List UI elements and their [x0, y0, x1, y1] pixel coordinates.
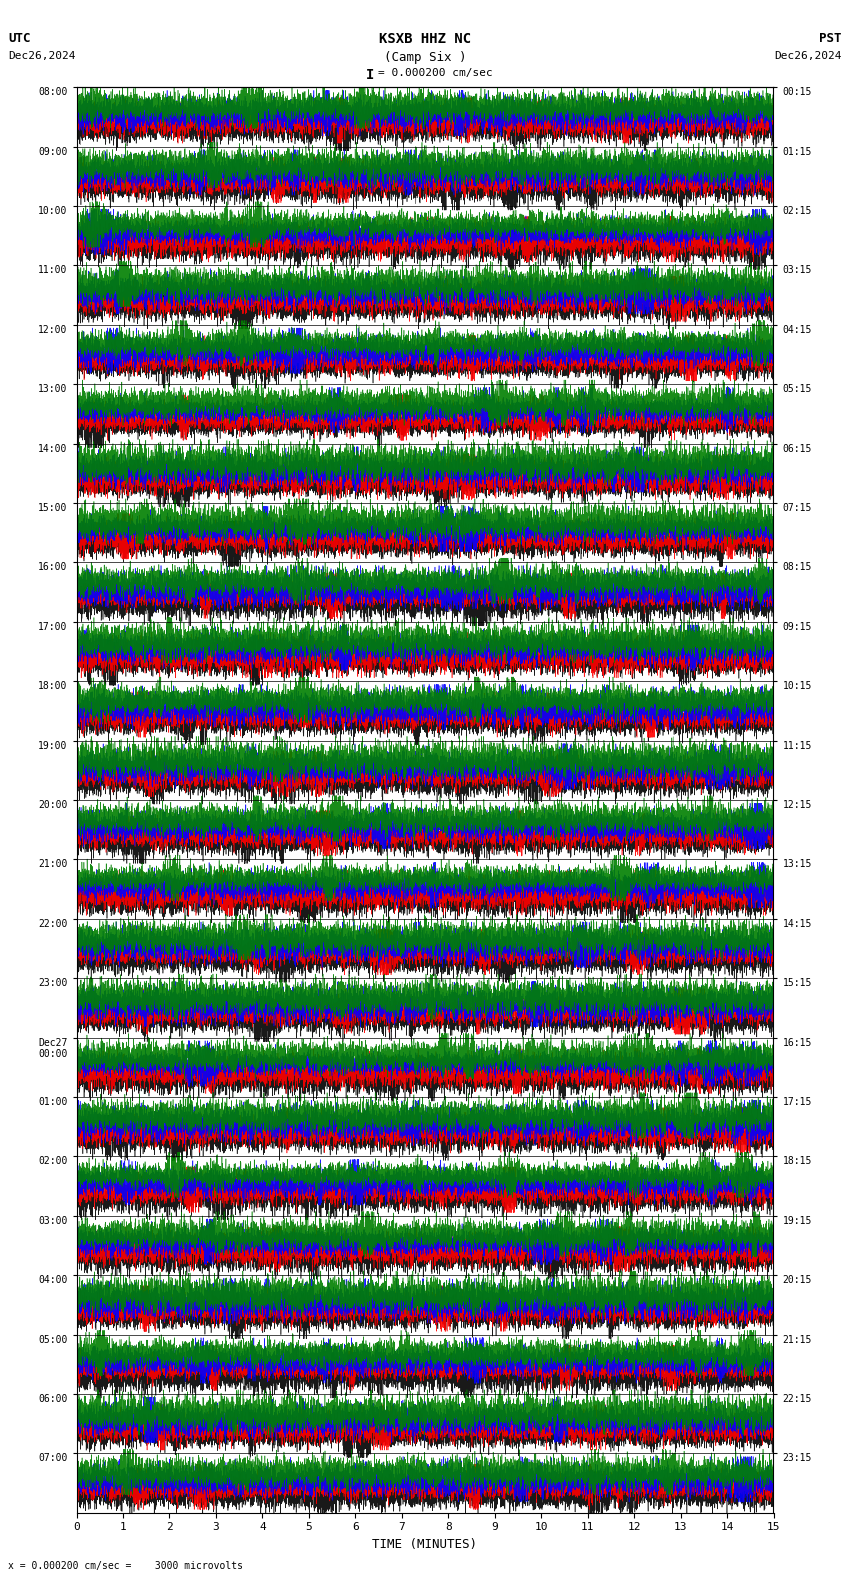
- Text: x = 0.000200 cm/sec =    3000 microvolts: x = 0.000200 cm/sec = 3000 microvolts: [8, 1562, 243, 1571]
- X-axis label: TIME (MINUTES): TIME (MINUTES): [372, 1538, 478, 1551]
- Text: I: I: [366, 68, 374, 82]
- Text: KSXB HHZ NC: KSXB HHZ NC: [379, 32, 471, 46]
- Text: Dec26,2024: Dec26,2024: [774, 51, 842, 60]
- Text: (Camp Six ): (Camp Six ): [383, 51, 467, 63]
- Text: = 0.000200 cm/sec: = 0.000200 cm/sec: [378, 68, 493, 78]
- Text: PST: PST: [819, 32, 842, 44]
- Text: Dec26,2024: Dec26,2024: [8, 51, 76, 60]
- Text: UTC: UTC: [8, 32, 31, 44]
